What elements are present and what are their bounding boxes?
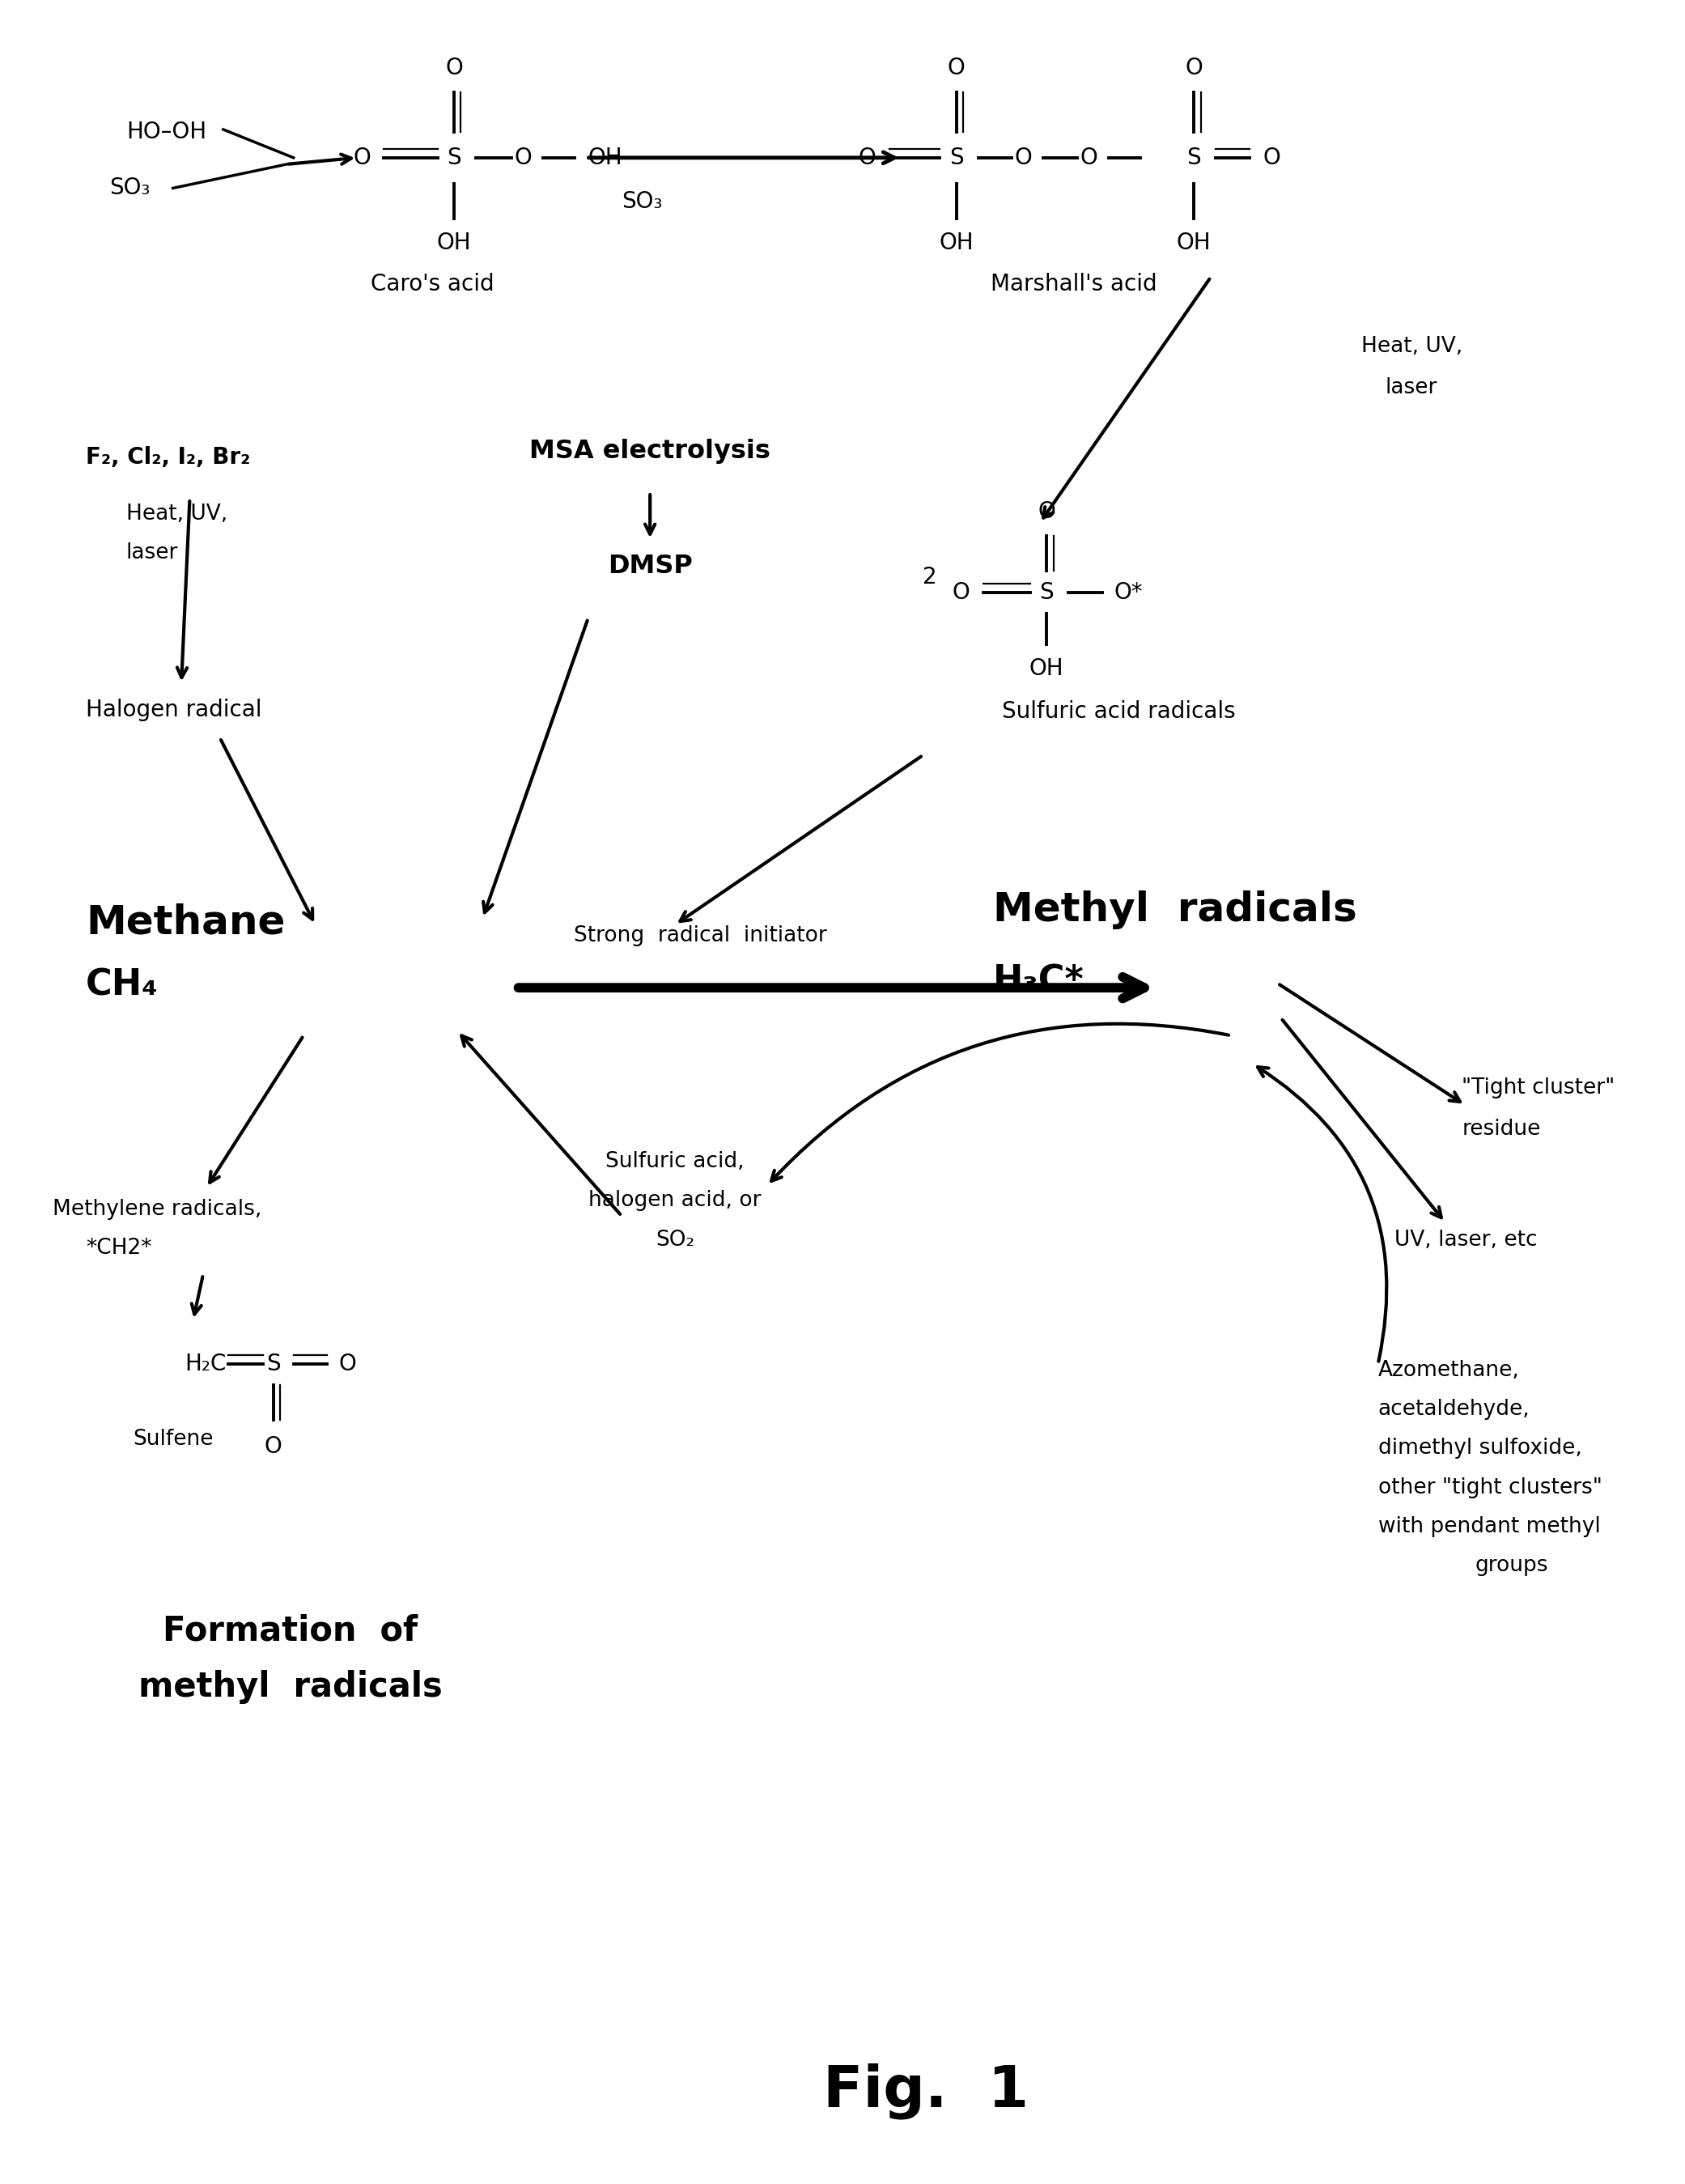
- Text: Halogen radical: Halogen radical: [86, 699, 261, 721]
- Text: *CH2*: *CH2*: [86, 1238, 152, 1258]
- Text: Methyl  radicals: Methyl radicals: [992, 891, 1356, 928]
- Text: Fig.  1: Fig. 1: [824, 2064, 1030, 2121]
- Text: SO₂: SO₂: [655, 1230, 694, 1249]
- Text: MSA electrolysis: MSA electrolysis: [529, 439, 770, 463]
- Text: with pendant methyl: with pendant methyl: [1378, 1516, 1601, 1538]
- Text: O: O: [858, 146, 876, 168]
- Text: O: O: [1080, 146, 1097, 168]
- Text: OH: OH: [939, 232, 974, 253]
- Text: Formation  of: Formation of: [163, 1614, 418, 1649]
- Text: OH: OH: [588, 146, 622, 168]
- Text: groups: groups: [1476, 1555, 1549, 1577]
- Text: UV, laser, etc: UV, laser, etc: [1395, 1230, 1538, 1249]
- Text: OH: OH: [1030, 657, 1063, 679]
- Text: laser: laser: [126, 542, 179, 563]
- Text: residue: residue: [1463, 1118, 1540, 1140]
- Text: Heat, UV,: Heat, UV,: [1361, 336, 1463, 358]
- Text: 2: 2: [923, 566, 937, 587]
- Text: DMSP: DMSP: [608, 555, 693, 579]
- Text: Sulfene: Sulfene: [133, 1428, 214, 1450]
- Text: acetaldehyde,: acetaldehyde,: [1378, 1398, 1530, 1420]
- Text: Strong  radical  initiator: Strong radical initiator: [573, 926, 827, 946]
- Text: O: O: [445, 57, 463, 79]
- Text: H₃C*: H₃C*: [992, 963, 1085, 998]
- Text: O: O: [1014, 146, 1033, 168]
- Text: halogen acid, or: halogen acid, or: [588, 1190, 762, 1212]
- Text: O: O: [947, 57, 966, 79]
- Text: methyl  radicals: methyl radicals: [138, 1671, 441, 1704]
- Text: S: S: [447, 146, 462, 168]
- Text: O*: O*: [1114, 581, 1142, 603]
- Text: F₂, Cl₂, I₂, Br₂: F₂, Cl₂, I₂, Br₂: [86, 446, 251, 470]
- Text: S: S: [1186, 146, 1201, 168]
- Text: O: O: [1038, 500, 1055, 522]
- Text: S: S: [1040, 581, 1053, 603]
- Text: Methane: Methane: [86, 904, 285, 941]
- Text: Heat, UV,: Heat, UV,: [126, 505, 227, 524]
- Text: laser: laser: [1385, 378, 1437, 397]
- Text: O: O: [1185, 57, 1203, 79]
- Text: SO₃: SO₃: [622, 190, 662, 212]
- Text: Marshall's acid: Marshall's acid: [991, 273, 1156, 295]
- Text: Sulfuric acid,: Sulfuric acid,: [605, 1151, 745, 1173]
- Text: S: S: [949, 146, 964, 168]
- Text: Methylene radicals,: Methylene radicals,: [52, 1199, 261, 1221]
- Text: Azomethane,: Azomethane,: [1378, 1361, 1520, 1380]
- Text: O: O: [352, 146, 371, 168]
- Text: H₂C: H₂C: [185, 1352, 226, 1376]
- Text: O: O: [952, 581, 969, 603]
- Text: Caro's acid: Caro's acid: [371, 273, 494, 295]
- Text: OH: OH: [1176, 232, 1212, 253]
- Text: other "tight clusters": other "tight clusters": [1378, 1476, 1602, 1498]
- Text: S: S: [266, 1352, 281, 1376]
- Text: SO₃: SO₃: [110, 177, 150, 199]
- Text: CH₄: CH₄: [86, 968, 158, 1002]
- Text: OH: OH: [436, 232, 472, 253]
- Text: HO–OH: HO–OH: [126, 120, 206, 142]
- Text: dimethyl sulfoxide,: dimethyl sulfoxide,: [1378, 1437, 1582, 1459]
- Text: "Tight cluster": "Tight cluster": [1463, 1077, 1614, 1099]
- Text: Sulfuric acid radicals: Sulfuric acid radicals: [1003, 701, 1235, 723]
- Text: O: O: [339, 1352, 356, 1376]
- Text: O: O: [514, 146, 531, 168]
- Text: O: O: [1262, 146, 1281, 168]
- Text: O: O: [265, 1435, 281, 1459]
